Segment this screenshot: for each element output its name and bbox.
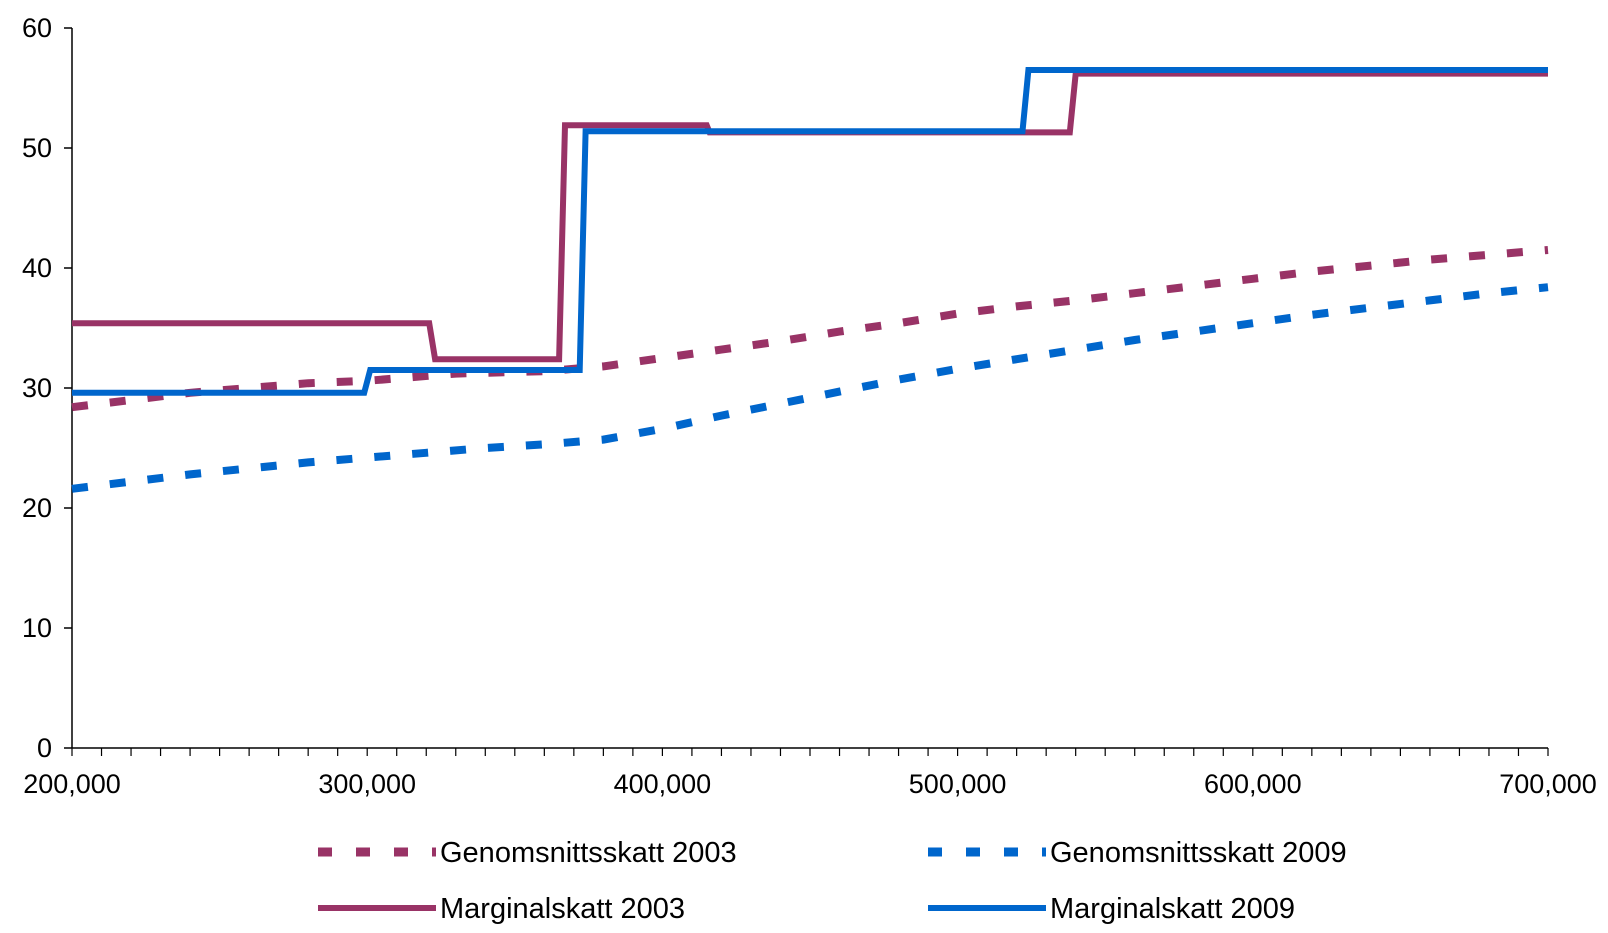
axes: 0 10 20 30 40 50 60 200,000 300,000 400,000 500,00… bbox=[22, 13, 1597, 799]
series-line-4 bbox=[72, 67, 1548, 396]
series-line-3 bbox=[72, 70, 1548, 363]
y-tick-label: 10 bbox=[22, 613, 52, 643]
legend-label-2: Genomsnittsskatt 2009 bbox=[1050, 837, 1347, 869]
x-tick-label: 500,000 bbox=[909, 769, 1007, 799]
x-tick-label: 200,000 bbox=[23, 769, 121, 799]
x-tick-label: 700,000 bbox=[1499, 769, 1597, 799]
y-tick-label: 50 bbox=[22, 133, 52, 163]
series-layer bbox=[71, 67, 1549, 493]
series-line-1 bbox=[71, 246, 1549, 412]
legend-label-1: Genomsnittsskatt 2003 bbox=[440, 837, 737, 869]
y-tick-label: 0 bbox=[37, 733, 52, 763]
y-tick-label: 40 bbox=[22, 253, 52, 283]
x-tick-label: 300,000 bbox=[318, 769, 416, 799]
x-tick-label: 400,000 bbox=[614, 769, 712, 799]
y-tick-label: 20 bbox=[22, 493, 52, 523]
legend: Genomsnittsskatt 2003 Genomsnittsskatt 20… bbox=[318, 837, 1347, 925]
y-tick-label: 60 bbox=[22, 13, 52, 43]
x-tick-label: 600,000 bbox=[1204, 769, 1302, 799]
legend-label-4: Marginalskatt 2009 bbox=[1050, 893, 1295, 925]
y-tick-label: 30 bbox=[22, 373, 52, 403]
series-line-2 bbox=[71, 283, 1549, 493]
legend-label-3: Marginalskatt 2003 bbox=[440, 893, 685, 925]
